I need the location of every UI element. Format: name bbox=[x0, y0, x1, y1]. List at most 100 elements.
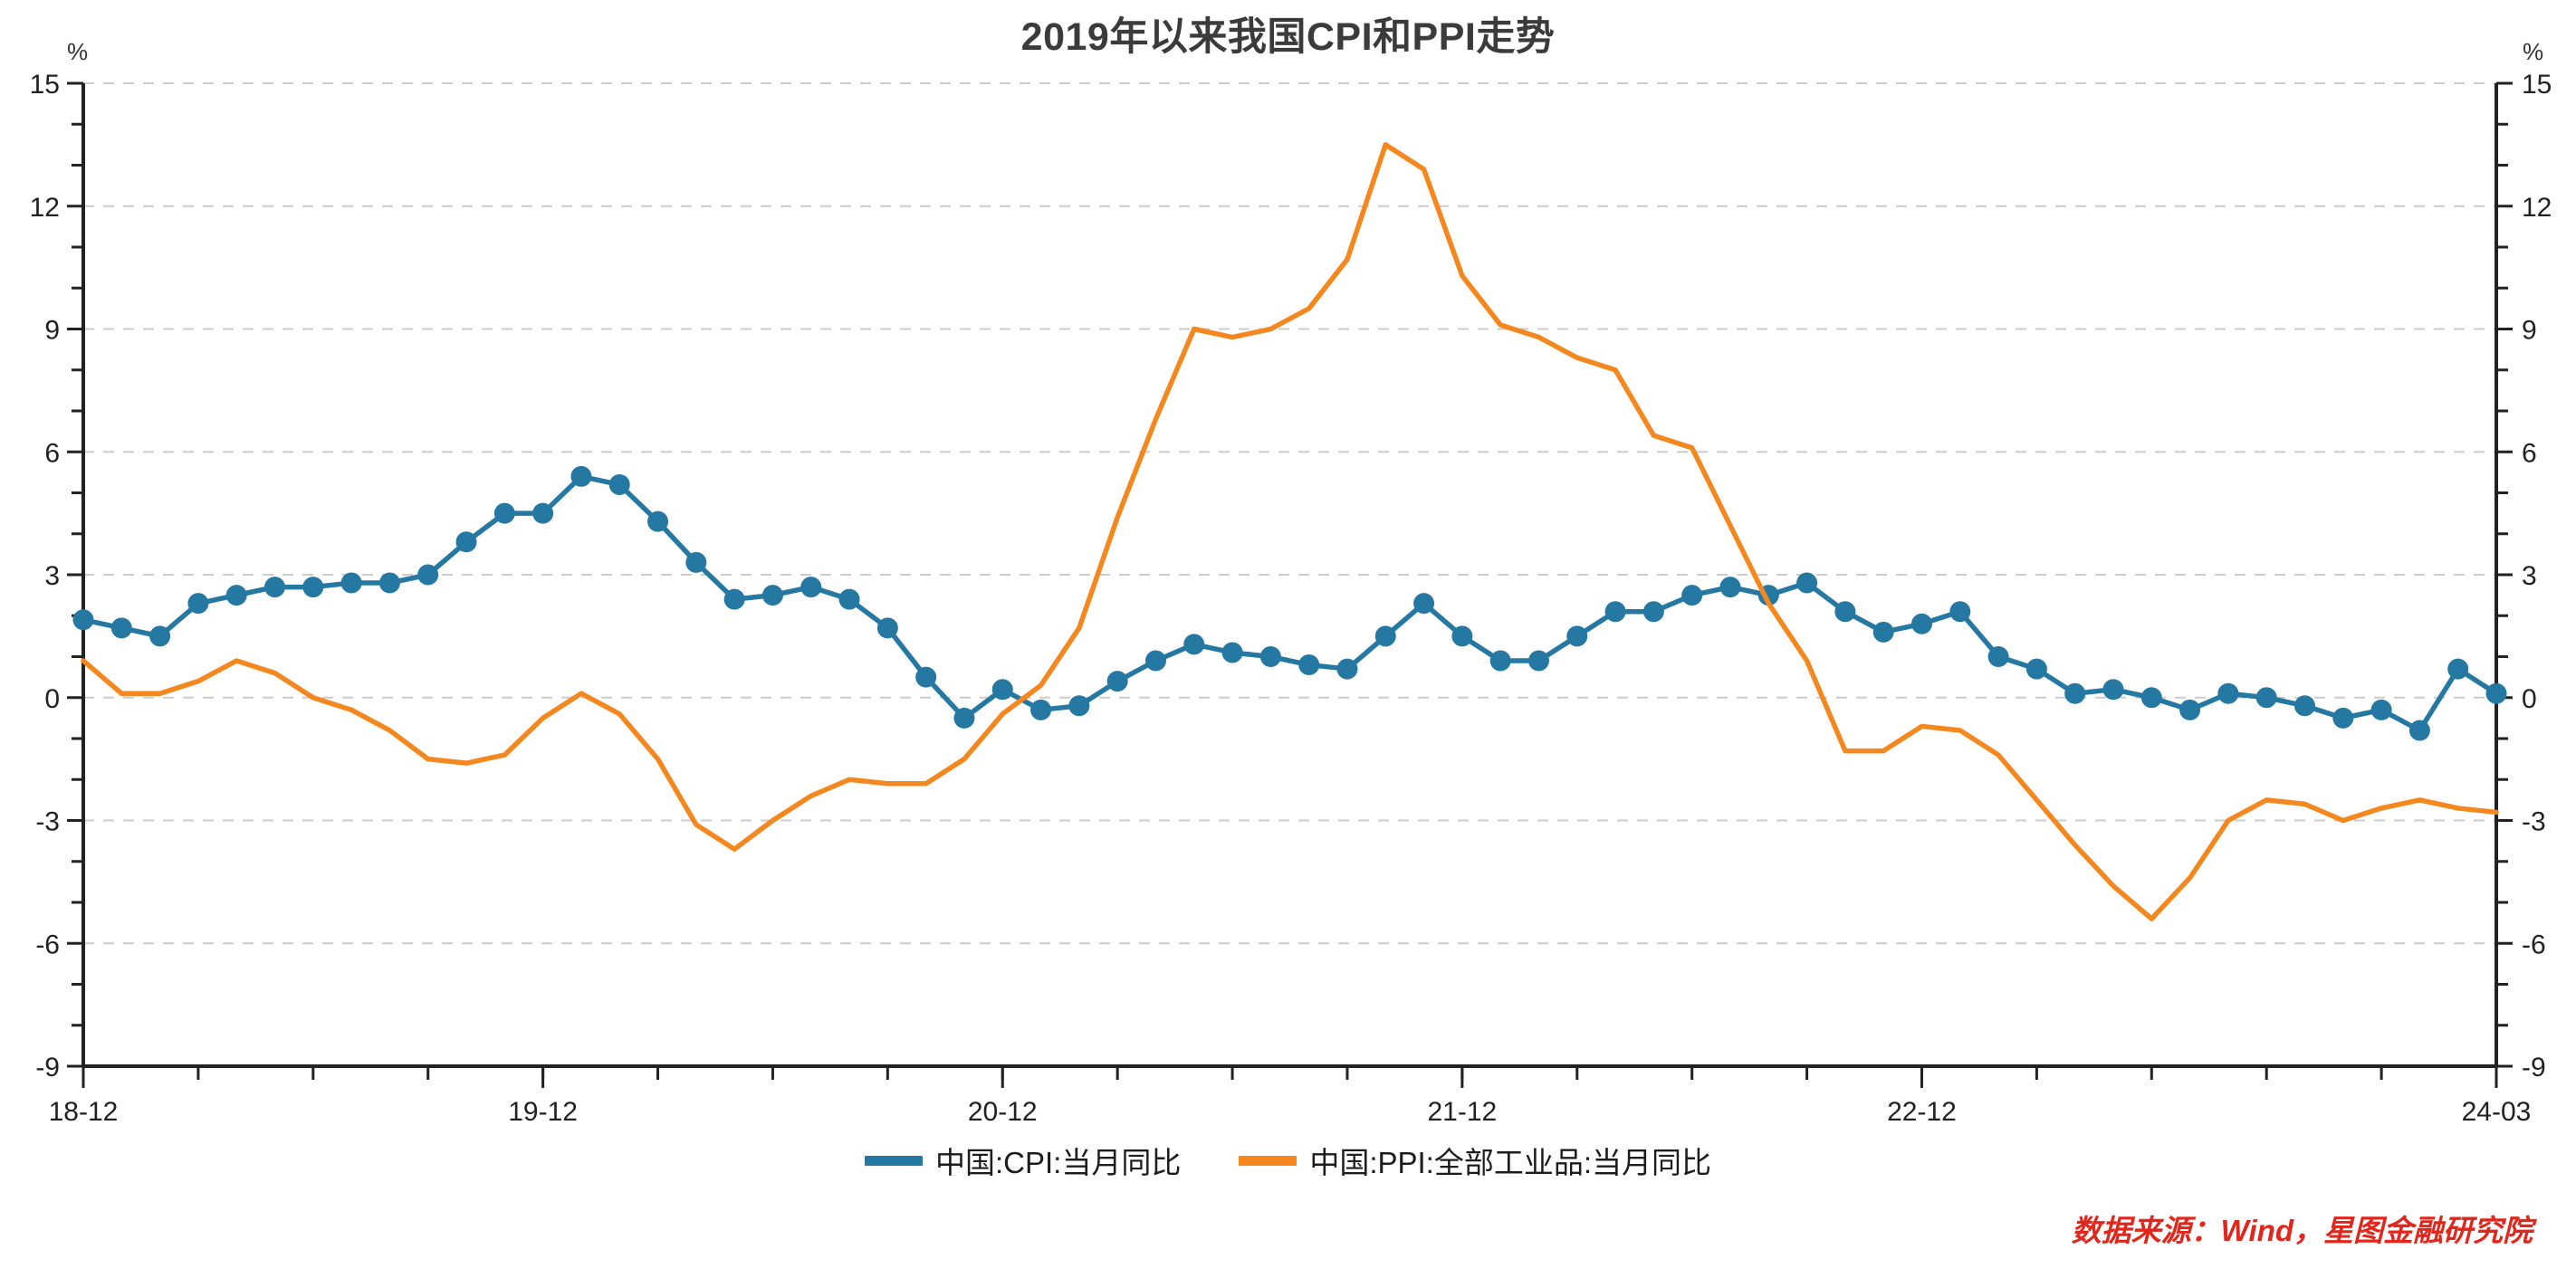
data-point bbox=[149, 625, 171, 647]
data-point bbox=[608, 473, 630, 495]
x-axis-tick-label: 20-12 bbox=[968, 1097, 1038, 1127]
data-point bbox=[1106, 671, 1128, 692]
x-axis-tick-label: 19-12 bbox=[508, 1097, 578, 1127]
x-axis-ticks: 18-12 19-12 20-12 21-12 22-12 24-03 bbox=[49, 1066, 2532, 1127]
legend-label-cpi: 中国:CPI:当月同比 bbox=[934, 1146, 1182, 1179]
data-point bbox=[761, 585, 783, 606]
data-point bbox=[378, 572, 400, 594]
data-point bbox=[915, 666, 937, 688]
left-y-axis-ticks: -9 -6 -3 0 3 6 9 12 15 bbox=[30, 70, 83, 1082]
data-point bbox=[1298, 654, 1320, 676]
data-point bbox=[1910, 613, 1932, 634]
y-axis-tick-label-left: 6 bbox=[44, 438, 60, 468]
x-axis-tick-label: 21-12 bbox=[1427, 1097, 1497, 1127]
data-point bbox=[1987, 646, 2009, 667]
y-axis-tick-label-right: -9 bbox=[2522, 1053, 2546, 1082]
data-point bbox=[187, 593, 209, 615]
data-point bbox=[225, 585, 247, 606]
data-point bbox=[1949, 601, 1971, 623]
data-point bbox=[1068, 695, 1090, 717]
data-point bbox=[1336, 658, 1358, 680]
data-point bbox=[1719, 577, 1741, 598]
y-axis-tick-label-right: -6 bbox=[2522, 930, 2546, 959]
data-point bbox=[1681, 585, 1703, 606]
series-line-ppi bbox=[81, 142, 2499, 921]
data-point bbox=[302, 577, 324, 598]
x-axis-tick-label: 24-03 bbox=[2462, 1097, 2532, 1127]
legend-item-cpi[interactable]: 中国:CPI:当月同比 bbox=[864, 1139, 1182, 1182]
data-point bbox=[1259, 646, 1281, 667]
series-line-cpi bbox=[81, 473, 2499, 733]
data-point bbox=[1030, 699, 1052, 720]
y-axis-tick-label-left: -9 bbox=[35, 1053, 60, 1082]
data-point bbox=[685, 551, 707, 573]
data-point bbox=[838, 588, 860, 610]
y-axis-tick-label-right: 6 bbox=[2522, 438, 2537, 468]
data-point bbox=[72, 609, 94, 631]
x-axis-tick-label: 18-12 bbox=[49, 1097, 119, 1127]
right-axis-unit-label: % bbox=[2523, 38, 2544, 65]
legend-item-ppi[interactable]: 中国:PPI:全部工业品:当月同比 bbox=[1239, 1139, 1711, 1182]
data-point bbox=[2179, 699, 2201, 720]
gridlines bbox=[83, 82, 2496, 945]
data-point bbox=[1566, 625, 1588, 647]
data-point bbox=[2064, 682, 2086, 704]
data-point bbox=[2370, 699, 2392, 720]
y-axis-tick-label-right: 3 bbox=[2522, 561, 2537, 591]
data-point bbox=[493, 502, 515, 524]
source-note: 数据来源：Wind，星图金融研究院 bbox=[2071, 1214, 2533, 1247]
y-axis-tick-label-left: 9 bbox=[44, 316, 60, 346]
y-axis-tick-label-right: 15 bbox=[2522, 70, 2552, 100]
data-point bbox=[800, 577, 822, 598]
data-point bbox=[1796, 572, 1818, 594]
data-point bbox=[1413, 593, 1435, 615]
y-axis-tick-label-right: 9 bbox=[2522, 316, 2537, 346]
data-point bbox=[1834, 601, 1856, 623]
legend-swatch-ppi bbox=[1239, 1155, 1298, 1166]
data-point bbox=[2408, 720, 2430, 741]
x-axis-tick-label: 22-12 bbox=[1887, 1097, 1957, 1127]
y-axis-tick-label-left: 0 bbox=[44, 684, 60, 714]
data-point bbox=[2294, 695, 2315, 717]
data-point bbox=[2102, 679, 2124, 701]
y-axis-tick-label-left: -6 bbox=[35, 930, 60, 959]
data-point bbox=[876, 617, 898, 639]
data-point bbox=[2025, 658, 2047, 680]
y-axis-tick-label-left: 3 bbox=[44, 561, 60, 591]
data-point bbox=[1144, 650, 1166, 672]
left-axis-unit-label: % bbox=[67, 38, 89, 65]
data-point bbox=[340, 572, 362, 594]
data-point bbox=[570, 465, 592, 487]
data-point bbox=[1642, 601, 1664, 623]
data-point bbox=[455, 531, 477, 553]
y-axis-tick-label-left: -3 bbox=[35, 807, 60, 837]
data-point bbox=[1527, 650, 1549, 672]
data-point bbox=[1374, 625, 1396, 647]
y-axis-tick-label-right: 12 bbox=[2522, 193, 2552, 223]
page-title: 2019年以来我国CPI和PPI走势 bbox=[1020, 15, 1556, 59]
data-series bbox=[72, 142, 2507, 921]
data-point bbox=[953, 707, 975, 729]
data-point bbox=[2332, 707, 2354, 729]
legend-label-ppi: 中国:PPI:全部工业品:当月同比 bbox=[1309, 1146, 1712, 1179]
y-axis-tick-label-right: -3 bbox=[2522, 807, 2546, 837]
data-point bbox=[1872, 621, 1894, 643]
right-y-axis-ticks: -9 -6 -3 0 3 6 9 12 15 bbox=[2496, 70, 2552, 1082]
data-point bbox=[991, 679, 1013, 701]
data-point bbox=[110, 617, 132, 639]
legend-swatch-cpi bbox=[864, 1155, 923, 1166]
chart-legend: 中国:CPI:当月同比 中国:PPI:全部工业品:当月同比 bbox=[0, 1139, 2576, 1182]
y-axis-tick-label-left: 12 bbox=[30, 193, 60, 223]
data-point bbox=[2485, 682, 2507, 704]
y-axis-tick-label-right: 0 bbox=[2522, 684, 2537, 714]
data-point bbox=[1604, 601, 1626, 623]
y-axis-tick-label-left: 15 bbox=[30, 70, 60, 100]
data-point bbox=[2447, 658, 2469, 680]
data-point bbox=[723, 588, 745, 610]
data-point bbox=[2255, 687, 2277, 709]
data-point bbox=[1451, 625, 1473, 647]
data-point bbox=[417, 564, 439, 586]
data-point bbox=[1221, 642, 1243, 663]
